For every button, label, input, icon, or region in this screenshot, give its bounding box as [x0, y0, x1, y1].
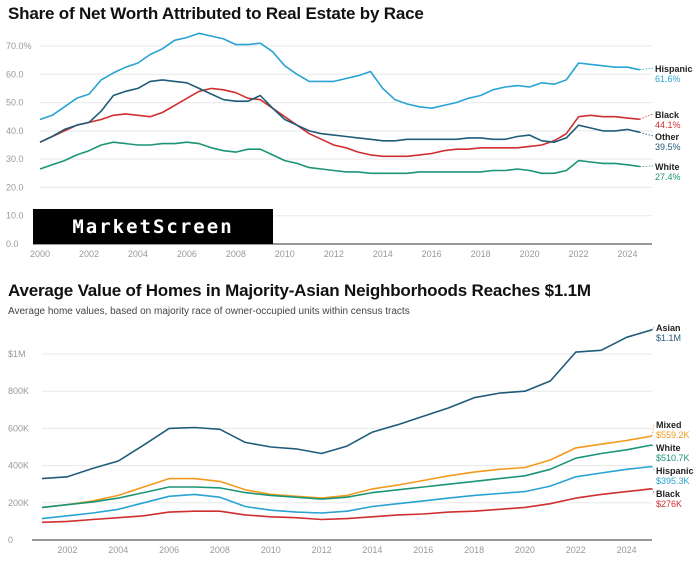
y-tick-label: 50.0	[6, 98, 24, 108]
y-tick-label: 40.0	[6, 126, 24, 136]
series-line-black	[41, 487, 653, 524]
x-tick-label: 2014	[362, 545, 382, 555]
y-tick-label: 800K	[8, 386, 29, 396]
x-tick-label: 2020	[515, 545, 535, 555]
series-value-other: 39.5%	[655, 142, 681, 152]
series-label-other: Other	[655, 132, 680, 142]
series-value-mixed: $559.2K	[656, 430, 690, 440]
series-value-white: 27.4%	[655, 172, 681, 182]
y-tick-label: 30.0	[6, 154, 24, 164]
label-leader	[639, 67, 654, 71]
x-tick-label: 2006	[159, 545, 179, 555]
series-line-mixed	[41, 435, 653, 509]
series-value-white: $510.7K	[656, 453, 690, 463]
x-tick-label: 2008	[226, 249, 246, 259]
y-tick-label: 0	[8, 535, 13, 545]
marketscreen-watermark: MarketScreen	[33, 209, 273, 244]
y-tick-label: $1M	[8, 349, 26, 359]
series-line-hispanic	[39, 32, 640, 121]
label-leader	[639, 131, 654, 137]
x-tick-label: 2024	[617, 545, 637, 555]
series-line-other	[39, 79, 640, 143]
x-tick-label: 2024	[618, 249, 638, 259]
series-value-hispanic: 61.6%	[655, 74, 681, 84]
chart-title-net-worth: Share of Net Worth Attributed to Real Es…	[8, 4, 424, 23]
y-tick-label: 200K	[8, 498, 29, 508]
x-tick-label: 2018	[464, 545, 484, 555]
y-tick-label: 60.0	[6, 69, 24, 79]
series-value-black: $276K	[656, 499, 682, 509]
x-tick-label: 2020	[520, 249, 540, 259]
series-label-white: White	[656, 443, 681, 453]
x-tick-label: 2000	[30, 249, 50, 259]
x-tick-label: 2010	[261, 545, 281, 555]
chart-title-home-values: Average Value of Homes in Majority-Asian…	[8, 281, 591, 300]
series-label-black: Black	[655, 110, 680, 120]
series-line-hispanic	[41, 465, 653, 520]
y-tick-label: 600K	[8, 423, 29, 433]
x-tick-label: 2022	[569, 249, 589, 259]
x-tick-label: 2014	[373, 249, 393, 259]
series-line-white	[39, 141, 640, 175]
x-tick-label: 2016	[413, 545, 433, 555]
label-leader	[651, 326, 655, 331]
x-tick-label: 2010	[275, 249, 295, 259]
label-leader	[651, 488, 655, 494]
x-tick-label: 2004	[128, 249, 148, 259]
x-tick-label: 2022	[566, 545, 586, 555]
series-label-hispanic: Hispanic	[656, 466, 694, 476]
series-label-white: White	[655, 162, 680, 172]
x-tick-label: 2002	[57, 545, 77, 555]
y-tick-label: 0.0	[6, 239, 19, 249]
y-tick-label: 10.0	[6, 211, 24, 221]
x-tick-label: 2002	[79, 249, 99, 259]
label-leader	[639, 113, 654, 120]
series-line-black	[39, 87, 640, 158]
x-tick-label: 2018	[471, 249, 491, 259]
x-tick-label: 2012	[324, 249, 344, 259]
chart-subtitle-home-values: Average home values, based on majority r…	[8, 306, 410, 317]
label-leader	[651, 444, 655, 448]
y-tick-label: 20.0	[6, 182, 24, 192]
series-label-black: Black	[656, 489, 681, 499]
series-line-white	[41, 444, 653, 509]
series-line-asian	[41, 329, 653, 480]
label-leader	[651, 423, 655, 437]
x-tick-label: 2012	[312, 545, 332, 555]
y-tick-label: 400K	[8, 461, 29, 471]
series-label-hispanic: Hispanic	[655, 64, 693, 74]
series-value-asian: $1.1M	[656, 333, 681, 343]
x-tick-label: 2004	[108, 545, 128, 555]
series-value-black: 44.1%	[655, 120, 681, 130]
series-label-mixed: Mixed	[656, 420, 682, 430]
y-tick-label: 70.0%	[6, 41, 32, 51]
series-label-asian: Asian	[656, 323, 681, 333]
x-tick-label: 2008	[210, 545, 230, 555]
series-value-hispanic: $395.3K	[656, 476, 690, 486]
x-tick-label: 2006	[177, 249, 197, 259]
x-tick-label: 2016	[422, 249, 442, 259]
net-worth-chart: 0.0 10.0 20.0 30.0 40.0 50.0 60.0 70.0% 2000 2002…	[6, 32, 693, 259]
label-leader	[651, 466, 655, 471]
